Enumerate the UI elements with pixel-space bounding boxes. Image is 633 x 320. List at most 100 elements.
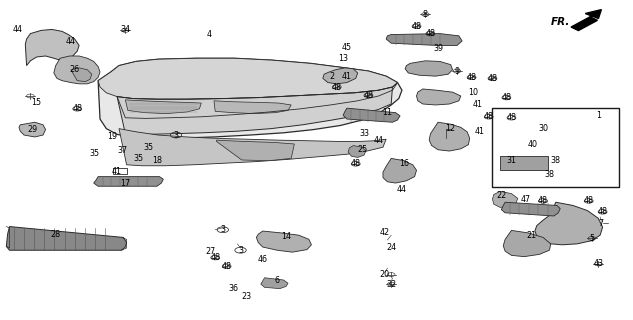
Text: 48: 48 [487,74,498,83]
Text: 32: 32 [386,280,396,289]
Polygon shape [256,231,311,252]
Text: 48: 48 [506,113,517,122]
Polygon shape [323,68,358,84]
Text: 5: 5 [589,234,594,243]
Text: 43: 43 [593,260,603,268]
Text: 3: 3 [238,246,243,255]
Text: 41: 41 [342,72,352,81]
Text: 6: 6 [275,276,280,285]
Polygon shape [502,116,577,143]
Text: 31: 31 [506,156,517,165]
Text: 7: 7 [599,219,604,228]
Text: 48: 48 [222,262,232,271]
Text: 47: 47 [520,196,530,204]
Text: 11: 11 [382,108,392,117]
FancyArrow shape [571,17,598,30]
Polygon shape [261,278,288,289]
Polygon shape [492,191,518,207]
Text: 41: 41 [473,100,483,109]
Text: 14: 14 [281,232,291,241]
Polygon shape [501,202,560,216]
Text: 1: 1 [596,111,601,120]
Text: 38: 38 [544,170,555,179]
Text: 37: 37 [117,146,127,155]
Text: 41: 41 [475,127,485,136]
Text: 23: 23 [242,292,252,301]
Text: 16: 16 [399,159,409,168]
Text: 48: 48 [484,112,494,121]
Text: 48: 48 [425,29,436,38]
Text: 4: 4 [206,30,211,39]
Text: 35: 35 [133,154,143,163]
Text: 46: 46 [258,255,268,264]
Polygon shape [386,34,462,45]
Polygon shape [495,111,592,148]
Text: 27: 27 [205,247,215,256]
Text: 40: 40 [528,140,538,149]
Text: 21: 21 [527,231,537,240]
Text: 2: 2 [330,72,335,81]
Text: 44: 44 [66,37,76,46]
Text: 20: 20 [380,270,390,279]
FancyArrow shape [582,10,601,22]
Text: 10: 10 [468,88,479,97]
Polygon shape [71,68,92,82]
Text: FR.: FR. [550,17,570,28]
Text: 48: 48 [501,93,511,102]
Text: 15: 15 [32,98,42,107]
Polygon shape [417,89,461,105]
Text: 35: 35 [144,143,154,152]
Text: 25: 25 [357,145,367,154]
Polygon shape [125,100,201,114]
Polygon shape [25,29,79,66]
Text: 41: 41 [112,167,122,176]
Text: 18: 18 [152,156,162,165]
Polygon shape [19,122,46,137]
Text: 48: 48 [72,104,82,113]
Text: 30: 30 [538,124,548,133]
Text: 48: 48 [598,207,608,216]
Text: 34: 34 [120,25,130,34]
Text: 22: 22 [496,191,506,200]
Text: 48: 48 [351,159,361,168]
Text: 38: 38 [551,156,561,165]
Polygon shape [343,108,400,122]
Text: 45: 45 [342,43,352,52]
Text: 42: 42 [380,228,390,237]
Text: 12: 12 [446,124,456,133]
Text: 36: 36 [228,284,238,293]
Text: 26: 26 [70,65,80,74]
Text: 39: 39 [433,44,443,53]
Text: 29: 29 [28,125,38,134]
Polygon shape [6,227,127,250]
Polygon shape [429,122,470,151]
Text: 9: 9 [454,67,460,76]
Polygon shape [94,177,163,186]
Polygon shape [348,146,366,157]
Text: 17: 17 [120,180,130,188]
Polygon shape [98,58,402,138]
Text: 3: 3 [173,131,179,140]
Text: 35: 35 [90,149,100,158]
Text: 28: 28 [51,230,61,239]
Polygon shape [98,58,398,99]
Text: 48: 48 [363,91,373,100]
Text: 33: 33 [359,129,369,138]
Polygon shape [383,158,417,183]
Text: 48: 48 [584,196,594,205]
Polygon shape [214,101,291,114]
Text: 8: 8 [423,10,428,19]
Polygon shape [117,87,392,134]
Text: 48: 48 [538,196,548,205]
Text: 48: 48 [332,83,342,92]
Text: 44: 44 [13,25,23,34]
Text: 13: 13 [338,54,348,63]
Text: 48: 48 [411,22,422,31]
Polygon shape [520,141,544,155]
Polygon shape [119,129,386,166]
Bar [500,156,548,170]
Text: 3: 3 [220,225,225,234]
Bar [492,108,619,187]
Polygon shape [54,56,100,84]
Text: 44: 44 [397,185,407,194]
